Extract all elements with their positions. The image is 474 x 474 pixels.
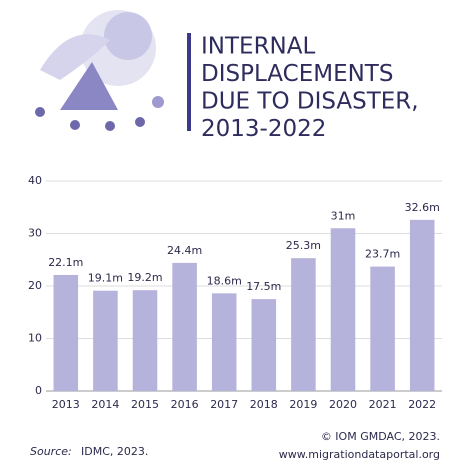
chart-title: DUE TO DISASTER, bbox=[201, 89, 419, 115]
value-label: 23.7m bbox=[365, 248, 400, 261]
value-label: 31m bbox=[331, 209, 356, 222]
source: IDMC, 2023. bbox=[81, 445, 148, 458]
chart-title: INTERNAL bbox=[201, 34, 315, 60]
x-tick-label: 2015 bbox=[131, 398, 159, 411]
x-tick-label: 2013 bbox=[52, 398, 80, 411]
value-label: 22.1m bbox=[48, 256, 83, 269]
value-label: 18.6m bbox=[207, 274, 242, 287]
chart-title: DISPLACEMENTS bbox=[201, 61, 393, 87]
x-tick-label: 2020 bbox=[329, 398, 357, 411]
x-tick-label: 2019 bbox=[289, 398, 317, 411]
bar bbox=[251, 299, 277, 391]
y-tick-label: 0 bbox=[35, 384, 42, 397]
credit: www.migrationdataportal.org bbox=[279, 448, 440, 461]
value-label: 25.3m bbox=[286, 239, 321, 252]
bar bbox=[93, 290, 118, 391]
y-tick-label: 20 bbox=[28, 279, 42, 292]
x-tick-label: 2014 bbox=[91, 398, 119, 411]
source-label: Source: bbox=[30, 445, 72, 458]
bar bbox=[409, 219, 435, 391]
bar bbox=[132, 290, 158, 391]
value-label: 19.2m bbox=[127, 271, 162, 284]
bar bbox=[53, 274, 79, 391]
bar bbox=[370, 266, 395, 391]
chart-title: 2013-2022 bbox=[201, 116, 326, 142]
bar bbox=[291, 258, 316, 391]
value-label: 19.1m bbox=[88, 272, 123, 285]
x-tick-label: 2018 bbox=[250, 398, 278, 411]
x-tick-label: 2021 bbox=[369, 398, 397, 411]
y-tick-label: 10 bbox=[28, 332, 42, 345]
credit: © IOM GMDAC, 2023. bbox=[321, 430, 440, 443]
y-tick-label: 40 bbox=[28, 174, 42, 187]
value-label: 32.6m bbox=[405, 201, 440, 214]
x-tick-label: 2016 bbox=[171, 398, 199, 411]
value-label: 17.5m bbox=[246, 280, 281, 293]
y-tick-label: 30 bbox=[28, 227, 42, 240]
illustration bbox=[35, 10, 164, 131]
title-accent bbox=[187, 33, 191, 131]
x-tick-label: 2017 bbox=[210, 398, 238, 411]
bar bbox=[172, 262, 197, 391]
bar bbox=[330, 228, 356, 391]
bar bbox=[211, 293, 237, 391]
value-label: 24.4m bbox=[167, 244, 202, 257]
x-tick-label: 2022 bbox=[408, 398, 436, 411]
